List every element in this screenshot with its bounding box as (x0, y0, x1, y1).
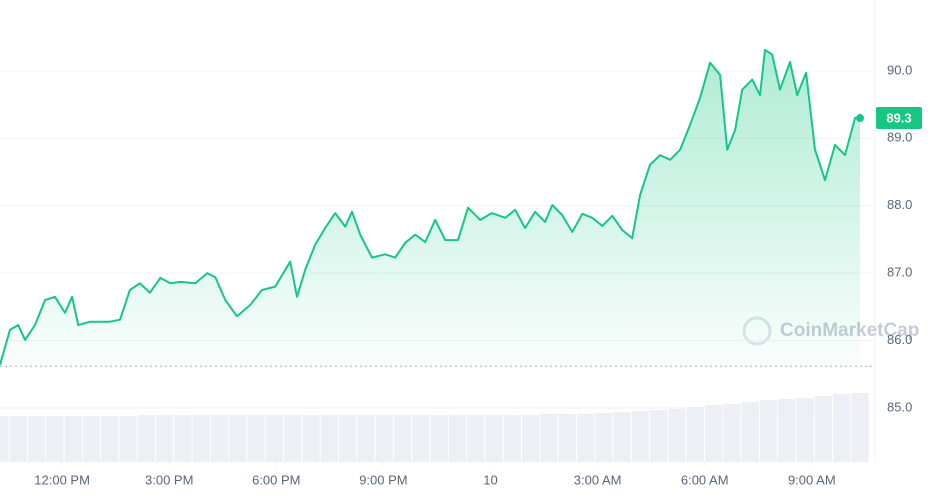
volume-bar (759, 400, 778, 462)
volume-bar (265, 415, 284, 462)
volume-bar (576, 414, 595, 462)
volume-bar (46, 416, 64, 462)
volume-bar (320, 415, 339, 462)
volume-bar (521, 415, 540, 462)
volume-bar (229, 415, 247, 462)
volume-bar (558, 414, 576, 462)
volume-bar (723, 404, 741, 462)
y-tick-label: 87.0 (887, 265, 912, 280)
volume-bar (174, 415, 192, 462)
volume-bar (137, 415, 156, 462)
volume-bar (613, 412, 631, 462)
volume-bar (814, 396, 833, 462)
volume-bar (851, 393, 869, 462)
volume-bar (668, 409, 686, 462)
volume-bar (302, 415, 320, 462)
y-tick-label: 89.0 (887, 130, 912, 145)
volume-bar (796, 398, 814, 462)
volume-bar (27, 416, 46, 462)
volume-bar (119, 416, 137, 462)
volume-bar (393, 415, 412, 462)
x-tick-label: 10 (483, 472, 497, 487)
volume-bar (833, 394, 851, 462)
volume-bar (247, 415, 265, 462)
volume-bar (650, 410, 668, 462)
y-tick-label: 88.0 (887, 197, 912, 212)
volume-bar (778, 399, 796, 462)
volume-bar (0, 416, 9, 462)
x-tick-label: 6:00 PM (252, 472, 300, 487)
x-tick-label: 6:00 AM (681, 472, 729, 487)
volume-bar (64, 416, 82, 462)
volume-bar (101, 416, 119, 462)
x-tick-label: 3:00 PM (145, 472, 193, 487)
volume-bar (156, 415, 174, 462)
volume-bar (430, 415, 448, 462)
volume-bar (503, 415, 521, 462)
volume-bar (284, 415, 302, 462)
volume-bar (686, 407, 704, 462)
price-tag-label: 89.3 (886, 110, 911, 125)
volume-bar (375, 415, 393, 462)
volume-bar (192, 415, 210, 462)
y-tick-label: 86.0 (887, 332, 912, 347)
area (0, 49, 861, 367)
volume-bar (357, 415, 375, 462)
y-tick-label: 90.0 (887, 62, 912, 77)
x-tick-label: 9:00 PM (359, 472, 407, 487)
volume-bar (448, 415, 467, 462)
x-tick-label: 3:00 AM (574, 472, 622, 487)
last-point (856, 114, 865, 123)
volume-bar (82, 416, 101, 462)
volume-bar (595, 413, 613, 462)
volume-bar (339, 415, 357, 462)
volume-bar (9, 416, 27, 462)
volume-bar (210, 415, 229, 462)
price-line (0, 48, 860, 366)
volume-bar (467, 415, 485, 462)
x-tick-label: 12:00 PM (34, 472, 90, 487)
price-tag (876, 107, 922, 130)
volume-bar (540, 414, 558, 462)
volume-bar (704, 405, 723, 462)
y-tick-label: 85.0 (887, 399, 912, 414)
volume-bar (485, 415, 503, 462)
volume-bar (631, 411, 650, 462)
x-tick-label: 9:00 AM (788, 472, 836, 487)
volume-bar (412, 415, 430, 462)
volume-bar (741, 402, 759, 462)
